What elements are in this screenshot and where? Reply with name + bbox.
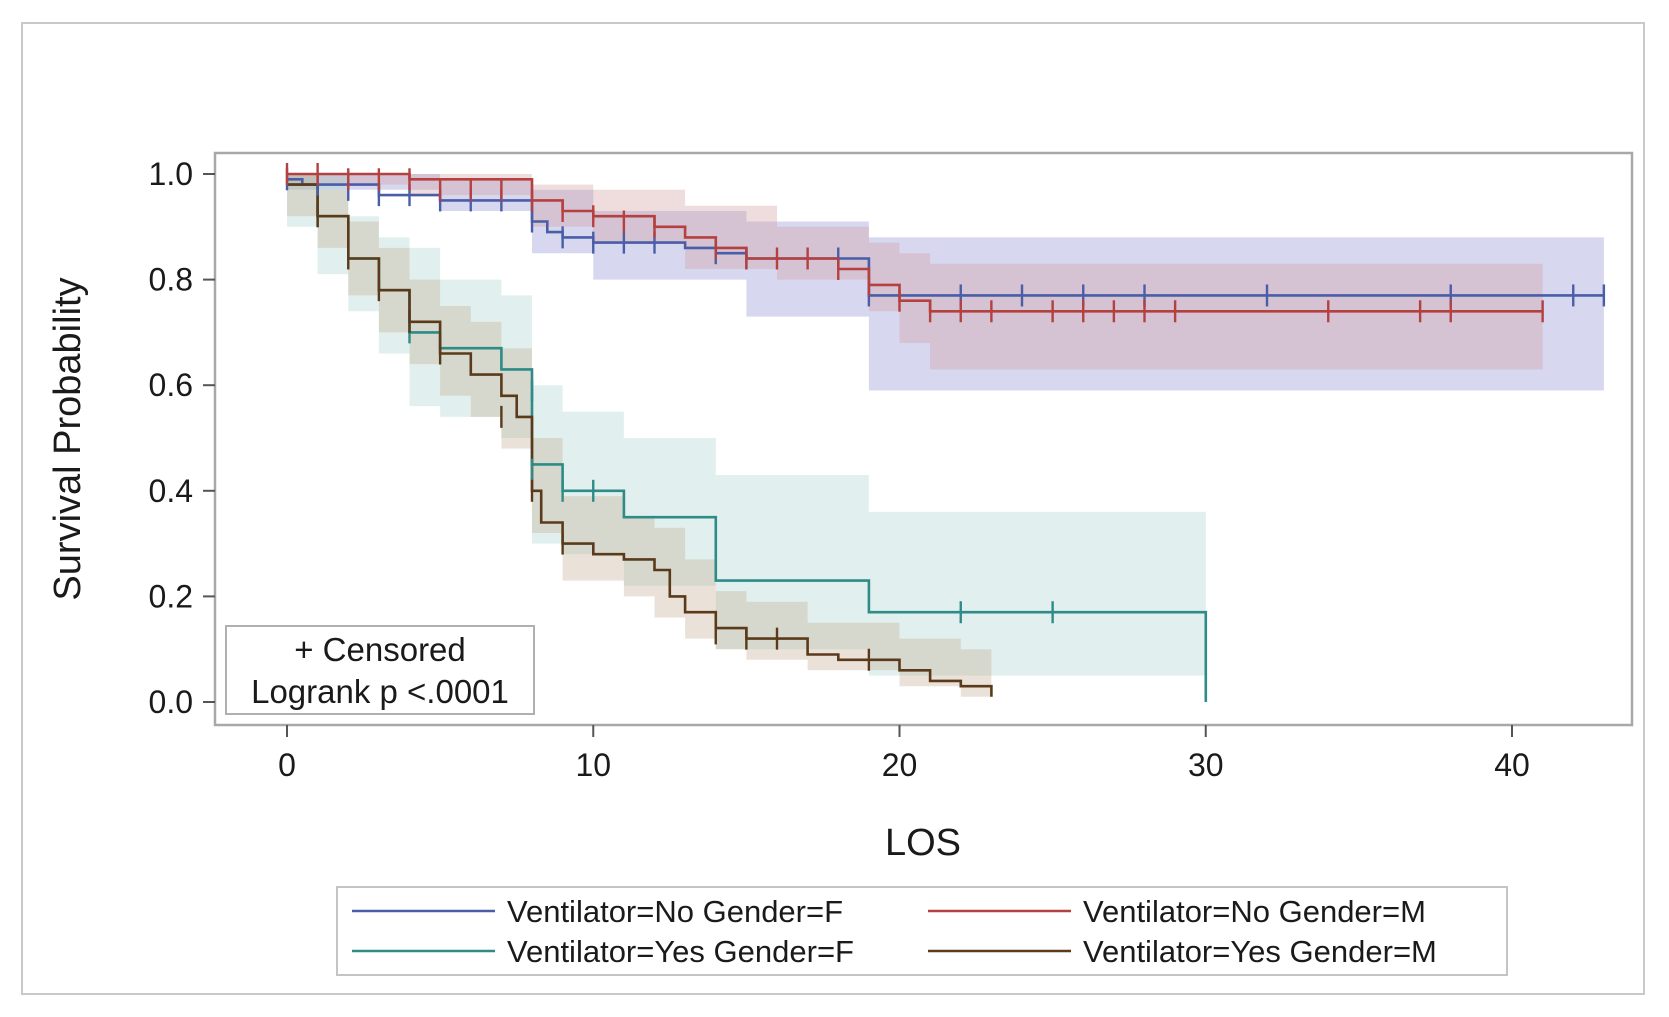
y-tick-label-3: 0.6 — [149, 367, 193, 403]
x-tick-label-0: 0 — [278, 747, 296, 783]
legend: Ventilator=No Gender=F Ventilator=No Gend… — [336, 886, 1508, 976]
x-tick-label-2: 20 — [882, 747, 918, 783]
inset-box: + Censored Logrank p <.0001 — [225, 625, 535, 715]
axes: 0 10 20 30 40 0.0 0.2 0.4 0.6 0.8 1.0 — [149, 156, 1530, 783]
band-series-3 — [287, 174, 992, 702]
legend-label-3: Ventilator=Yes Gender=M — [1083, 934, 1437, 969]
confidence-bands — [287, 174, 1604, 702]
y-tick-label-0: 0.0 — [149, 684, 193, 720]
censored-note: + Censored — [294, 631, 466, 668]
x-axis-title: LOS — [885, 822, 961, 864]
y-tick-label-5: 1.0 — [149, 156, 193, 192]
x-tick-label-4: 40 — [1494, 747, 1530, 783]
x-tick-label-1: 10 — [575, 747, 611, 783]
y-tick-label-1: 0.2 — [149, 578, 193, 614]
band-series-0 — [287, 174, 1604, 391]
band-series-2 — [287, 174, 1206, 676]
x-tick-label-3: 30 — [1188, 747, 1224, 783]
legend-frame — [336, 886, 1508, 976]
inset-frame — [225, 625, 535, 715]
y-tick-label-2: 0.4 — [149, 473, 193, 509]
legend-label-0: Ventilator=No Gender=F — [507, 894, 843, 929]
curve-series-1 — [287, 172, 1543, 313]
censor-marks — [285, 163, 1606, 671]
legend-label-2: Ventilator=Yes Gender=F — [507, 934, 854, 969]
logrank-note: Logrank p <.0001 — [251, 673, 509, 710]
y-tick-label-4: 0.8 — [149, 262, 193, 298]
band-series-1 — [287, 174, 1543, 370]
y-axis-title: Survival Probability — [47, 277, 89, 600]
legend-label-1: Ventilator=No Gender=M — [1083, 894, 1426, 929]
